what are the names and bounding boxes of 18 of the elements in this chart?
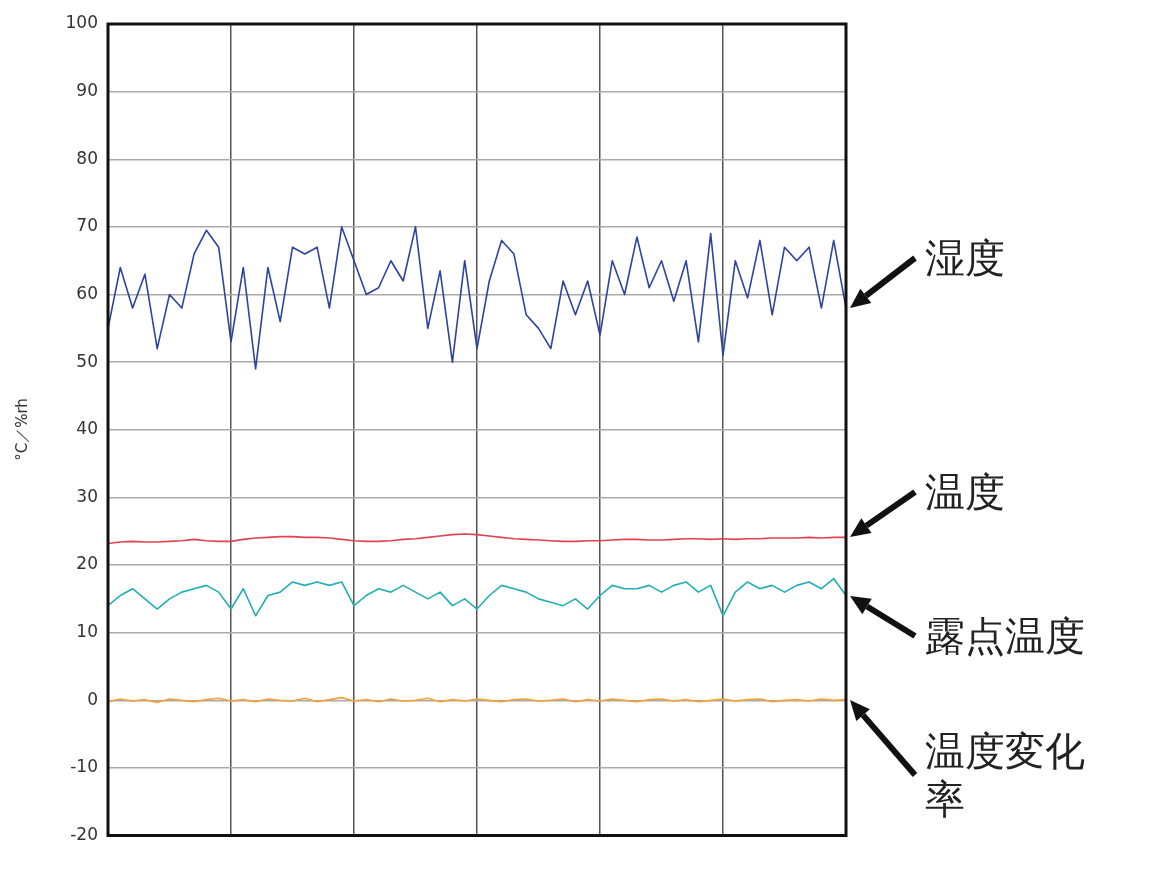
y-tick-label: -10 xyxy=(70,756,98,777)
text: 湿度 xyxy=(925,234,1006,283)
y-tick-label: 40 xyxy=(76,418,98,439)
text: 露点温度 xyxy=(925,611,1086,660)
y-tick-label: 100 xyxy=(65,12,98,33)
y-tick-label: 90 xyxy=(76,80,98,101)
y-tick-label: 80 xyxy=(76,147,98,168)
text: 温度 xyxy=(925,468,1006,517)
y-tick-label: -20 xyxy=(70,824,98,845)
y-tick-label: 70 xyxy=(76,215,98,236)
y-tick-label: 50 xyxy=(76,350,98,371)
y-tick-label: 0 xyxy=(87,688,98,709)
y-tick-label: 10 xyxy=(76,621,98,642)
y-tick-label: 20 xyxy=(76,553,98,574)
text: 温度変化率 xyxy=(925,726,1086,823)
y-axis-title: °C／%rh xyxy=(12,398,32,462)
y-tick-label: 30 xyxy=(76,485,98,506)
y-tick-label: 60 xyxy=(76,282,98,303)
